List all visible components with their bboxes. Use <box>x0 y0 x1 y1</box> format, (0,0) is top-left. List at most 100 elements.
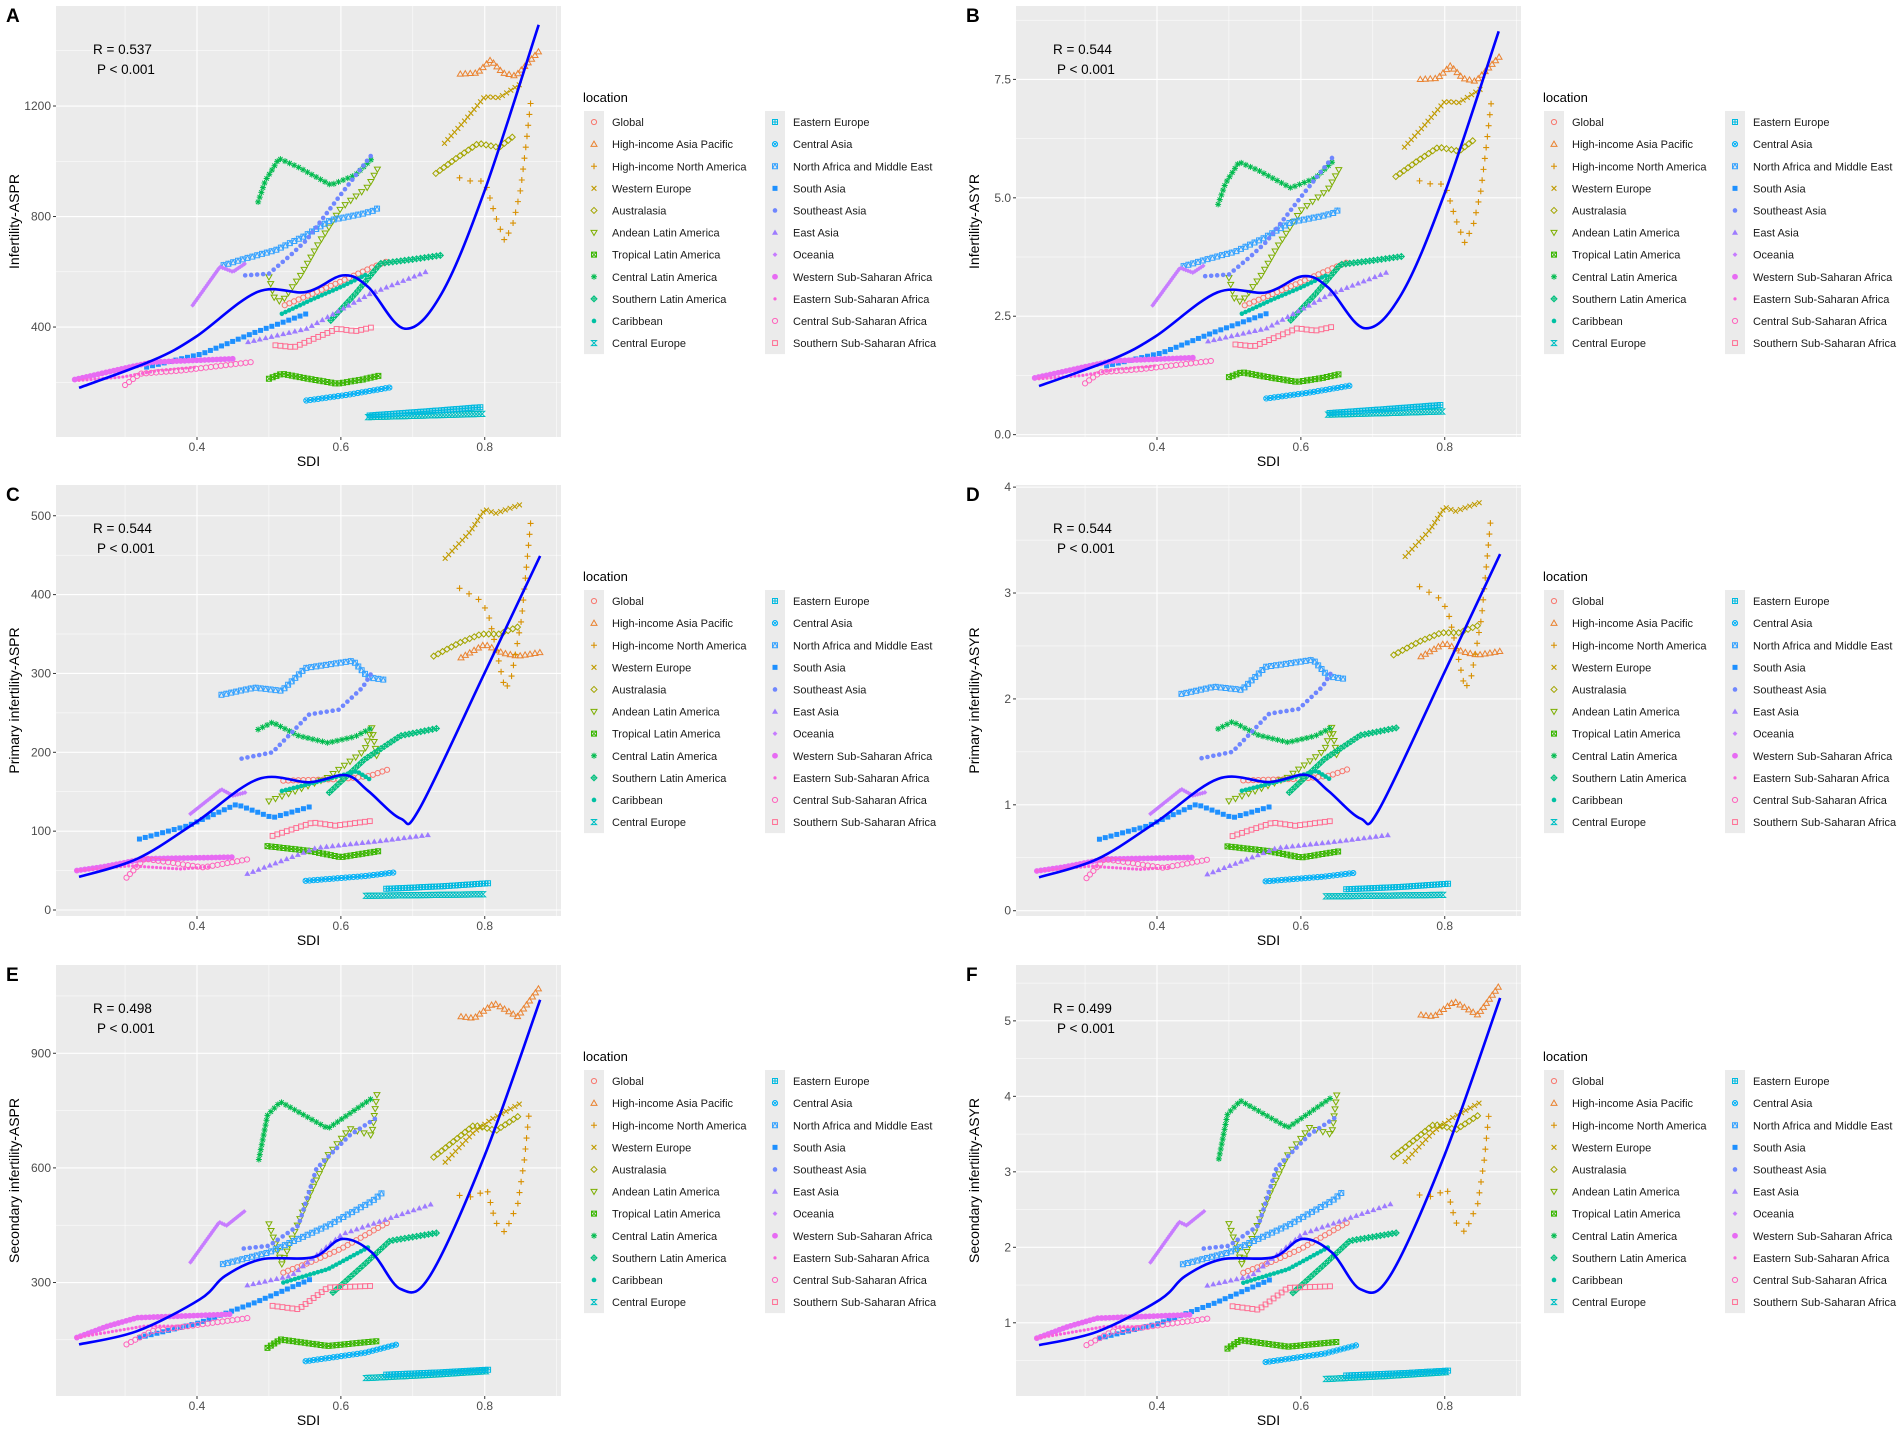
point-east-asia <box>1321 293 1328 300</box>
point-southeast-asia <box>318 710 324 715</box>
point-australasia <box>1412 639 1420 648</box>
point-southeast-asia <box>1321 1122 1327 1128</box>
point-southern-latin-america <box>1397 252 1406 261</box>
point-central-latin-america <box>359 1101 366 1108</box>
point-eastern-sub-saharan-africa <box>87 867 91 872</box>
point-oceania <box>1181 1221 1187 1227</box>
point-central-latin-america <box>1279 738 1286 745</box>
legend-label: Global <box>1572 1076 1604 1088</box>
point-high-income-north-america <box>527 520 534 527</box>
point-east-asia <box>289 853 296 860</box>
point-western-europe <box>507 505 513 512</box>
legend-label: Oceania <box>793 1209 835 1221</box>
point-andean-latin-america <box>1225 798 1233 806</box>
point-western-europe <box>508 87 514 93</box>
legend-label: Caribbean <box>1572 795 1623 807</box>
legend-label: Eastern Europe <box>1753 117 1829 129</box>
point-andean-latin-america <box>1257 272 1266 280</box>
legend-label: Central Europe <box>1572 817 1646 829</box>
point-andean-latin-america <box>1288 1146 1296 1154</box>
point-andean-latin-america <box>310 248 319 256</box>
legend-label: South Asia <box>793 662 846 674</box>
legend-label: North Africa and Middle East <box>793 640 932 652</box>
point-south-asia <box>202 350 208 356</box>
point-southeast-asia <box>1270 231 1276 236</box>
point-central-sub-saharan-africa <box>1085 377 1093 384</box>
point-south-asia <box>235 336 241 342</box>
point-caribbean <box>297 302 303 308</box>
point-eastern-sub-saharan-africa <box>174 867 179 871</box>
point-south-asia <box>1209 807 1215 813</box>
legend-label: Eastern Sub-Saharan Africa <box>793 294 930 306</box>
point-southeast-asia <box>340 703 346 709</box>
series-central-latin-america <box>255 1096 374 1163</box>
legend-item-central-asia: Central Asia <box>771 139 853 151</box>
point-southeast-asia <box>1245 256 1250 262</box>
point-caribbean <box>292 1276 298 1282</box>
point-south-asia <box>1155 1321 1161 1327</box>
legend-key-southeast-asia <box>1732 687 1738 692</box>
point-east-asia <box>1257 326 1264 332</box>
series-central-asia <box>1262 1342 1360 1366</box>
point-north-africa-and-middle-east <box>308 663 315 671</box>
point-tropical-latin-america <box>373 1338 380 1345</box>
point-southeast-asia <box>308 1184 314 1189</box>
point-western-europe <box>1460 97 1466 103</box>
point-central-latin-america <box>1231 1104 1238 1111</box>
point-north-africa-and-middle-east <box>364 208 371 216</box>
legend-title: location <box>1543 569 1588 584</box>
legend-key-global <box>1550 1077 1558 1085</box>
point-south-asia <box>1240 319 1246 325</box>
point-high-income-asia-pacific <box>1486 648 1494 656</box>
legend-key-southern-latin-america <box>590 774 598 782</box>
point-east-asia <box>278 858 285 864</box>
point-north-africa-and-middle-east <box>1194 258 1201 265</box>
point-high-income-north-america <box>1480 596 1487 603</box>
point-east-asia <box>1250 1270 1257 1277</box>
point-high-income-north-america <box>490 1210 497 1217</box>
point-caribbean <box>1252 1277 1258 1282</box>
point-south-asia <box>136 1335 142 1341</box>
legend-key-high-income-asia-pacific <box>590 1099 598 1106</box>
point-southeast-asia <box>1245 733 1251 739</box>
point-east-asia <box>1377 271 1384 277</box>
point-oceania <box>222 266 228 272</box>
point-southeast-asia <box>242 273 248 278</box>
legend-key-tropical-latin-america <box>591 1210 597 1217</box>
point-central-latin-america <box>321 178 328 185</box>
point-east-asia <box>422 268 429 275</box>
point-eastern-europe <box>485 880 492 887</box>
series-central-latin-america <box>1215 719 1333 746</box>
point-central-latin-america <box>1264 734 1271 741</box>
point-eastern-sub-saharan-africa <box>166 866 171 870</box>
legend-label: Eastern Europe <box>793 596 869 608</box>
legend-item-western-sub-saharan-africa: Western Sub-Saharan Africa <box>1732 751 1893 763</box>
legend-label: Central Latin America <box>612 751 718 763</box>
point-north-africa-and-middle-east <box>1291 1218 1298 1225</box>
point-southeast-asia <box>1245 1230 1250 1236</box>
point-caribbean <box>1275 294 1281 300</box>
point-australasia <box>452 154 460 163</box>
point-australasia <box>1421 1127 1429 1136</box>
point-andean-latin-america <box>1328 1127 1337 1134</box>
legend-label: Tropical Latin America <box>1572 250 1681 262</box>
point-eastern-sub-saharan-africa <box>85 378 89 382</box>
legend-item-australasia: Australasia <box>590 1164 667 1176</box>
point-central-latin-america <box>1298 736 1305 743</box>
point-andean-latin-america <box>300 266 308 274</box>
point-high-income-asia-pacific <box>457 1012 465 1020</box>
point-southeast-asia <box>1249 729 1255 734</box>
point-southeast-asia <box>367 1119 373 1125</box>
point-southern-sub-saharan-africa <box>368 324 374 331</box>
point-australasia <box>1407 642 1416 650</box>
point-australasia <box>444 160 452 169</box>
y-tick-label: 200 <box>31 745 51 759</box>
point-western-europe <box>503 90 510 96</box>
legend-key-oceania <box>1732 1211 1738 1217</box>
point-central-latin-america <box>295 1109 302 1116</box>
point-central-latin-america <box>1269 735 1276 742</box>
legend-item-western-europe: Western Europe <box>1551 662 1651 674</box>
legend-item-australasia: Australasia <box>1550 1164 1627 1176</box>
point-central-latin-america <box>286 728 293 735</box>
